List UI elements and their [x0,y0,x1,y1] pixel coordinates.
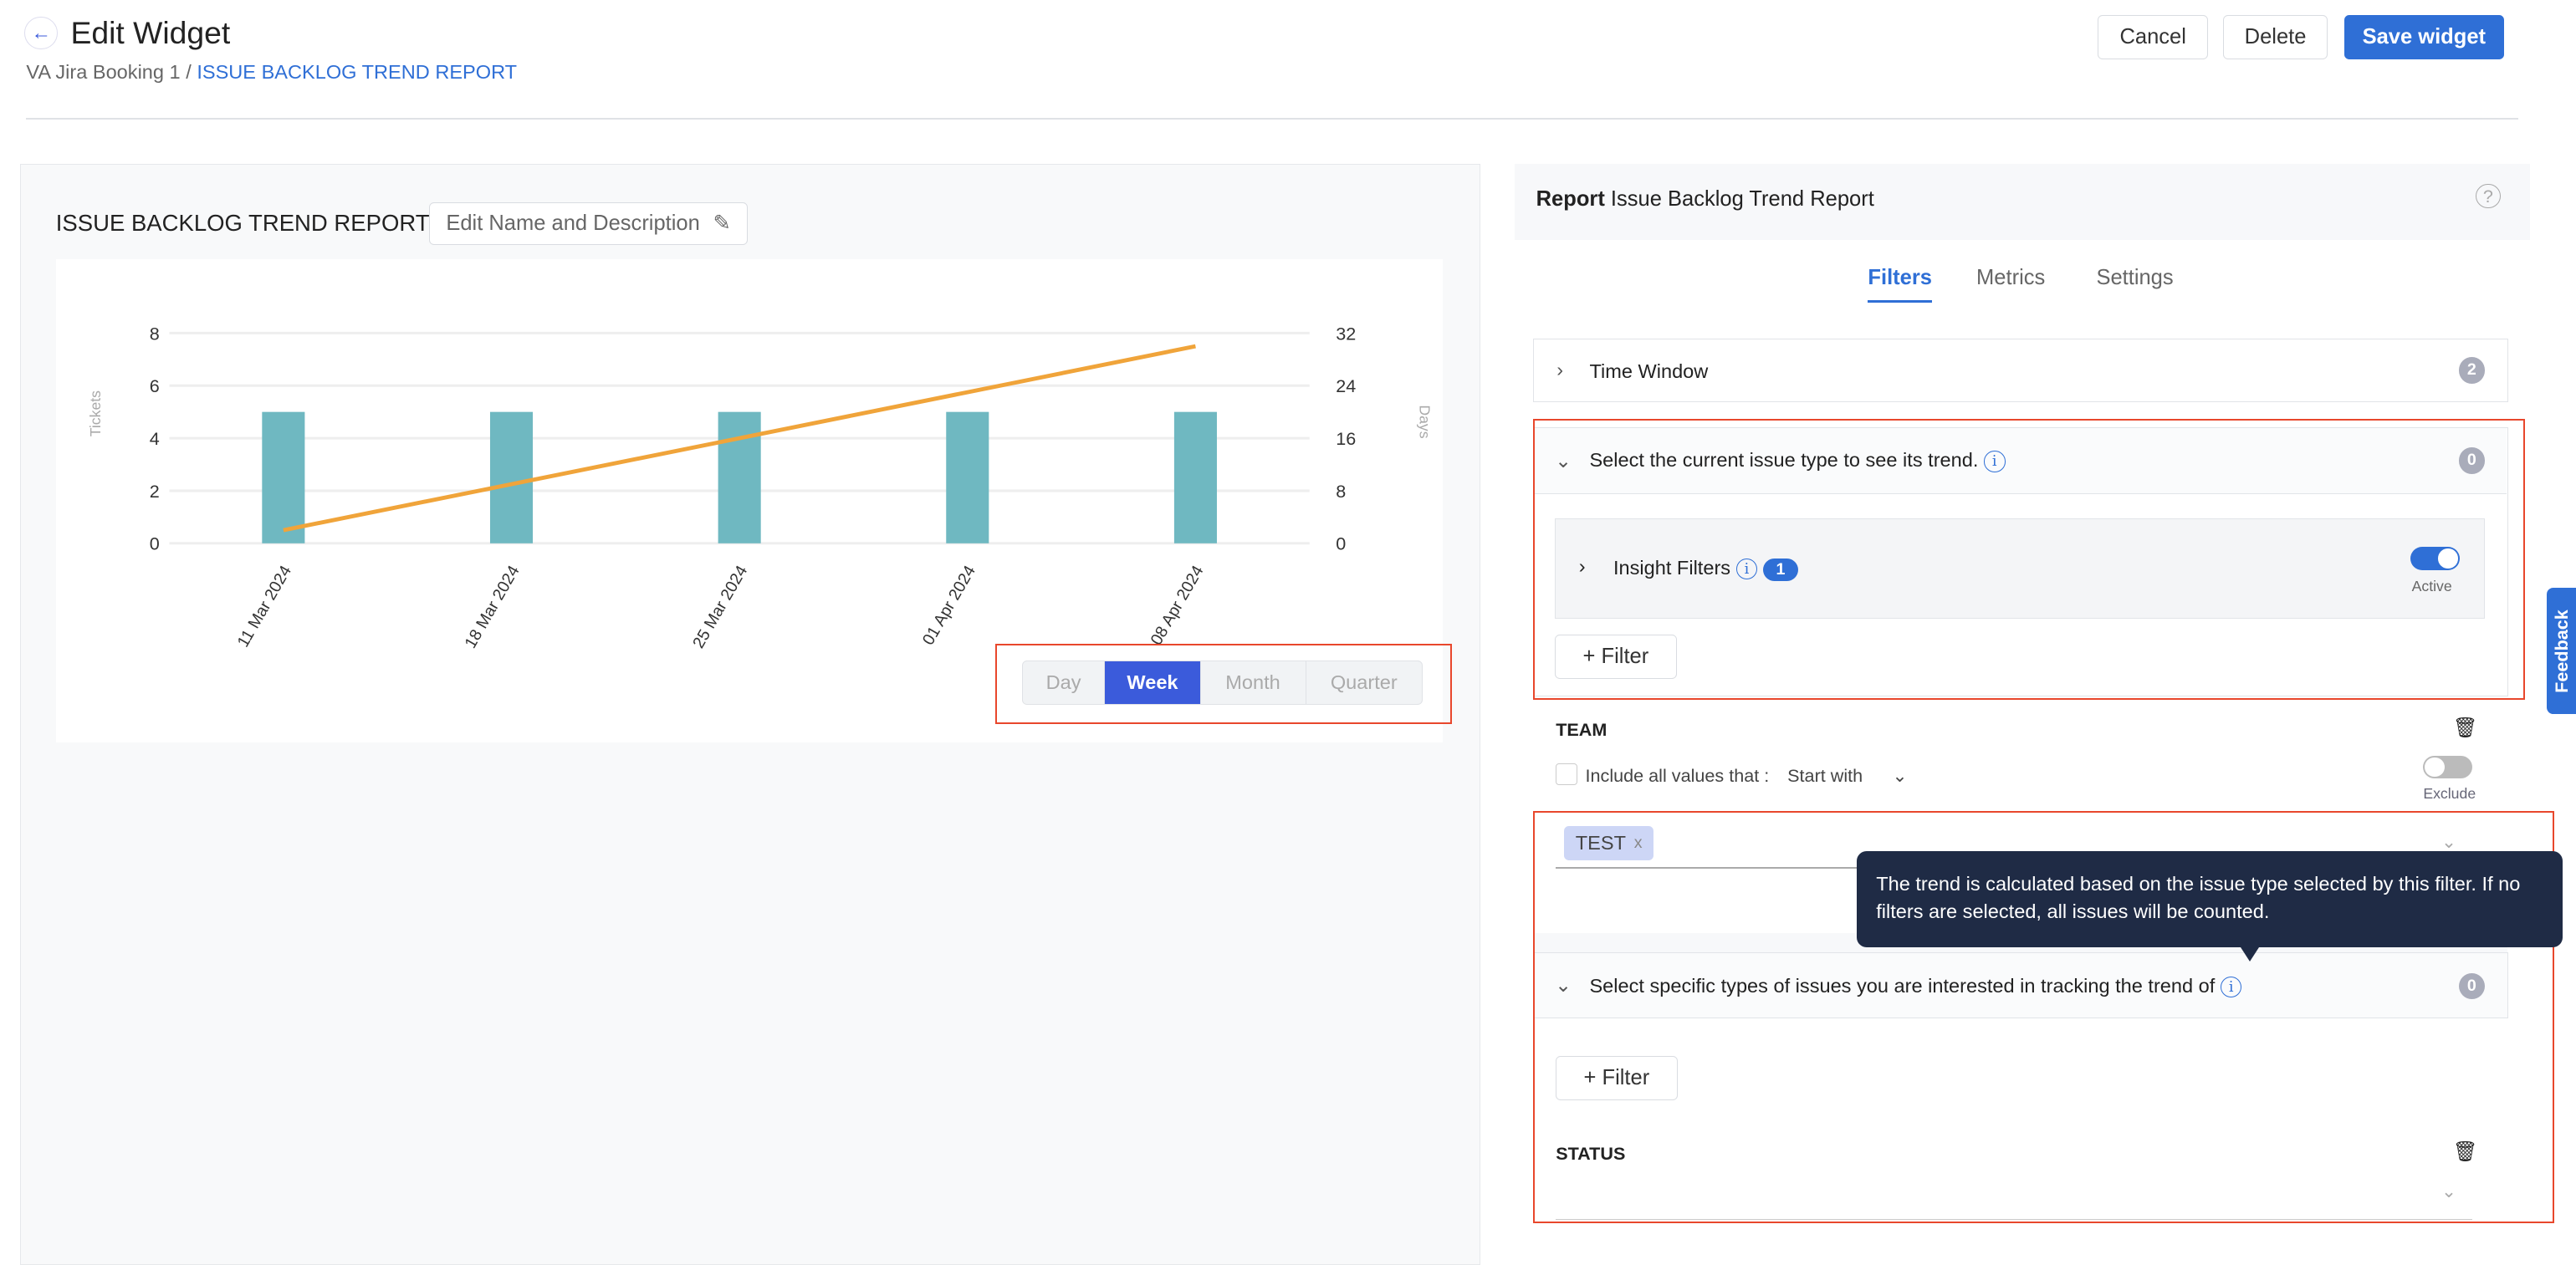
pencil-icon: ✎ [713,212,731,236]
x-tick-label: 25 Mar 2024 [689,563,751,652]
interval-quarter[interactable]: Quarter [1305,661,1423,704]
report-label: Report [1536,186,1605,211]
team-label: TEAM [1556,719,1607,741]
interval-week[interactable]: Week [1104,661,1200,704]
header-divider [26,118,2519,120]
count-badge: 2 [2458,357,2485,384]
exclude-label: Exclude [2423,784,2476,802]
breadcrumb-current[interactable]: ISSUE BACKLOG TREND REPORT [197,60,518,83]
days-line [283,344,1196,533]
time-window-label: Time Window [1589,360,1709,383]
delete-button[interactable]: Delete [2222,14,2328,59]
page-title: Edit Widget [70,14,231,50]
bar[interactable] [262,412,305,544]
info-tooltip: The trend is calculated based on the iss… [1856,850,2563,948]
tabs: Filters Metrics Settings [1840,266,2234,305]
cancel-button[interactable]: Cancel [2098,14,2208,59]
x-tick-label: 01 Apr 2024 [919,563,979,649]
insight-count-badge: 1 [1762,558,1799,581]
chevron-down-icon[interactable]: ⌄ [2441,830,2457,852]
match-select[interactable]: Start with ⌄ [1787,765,1908,787]
insight-filters-box[interactable]: › Insight Filters i 1 Active [1555,518,2485,619]
interval-toggle: Day Week Month Quarter [1021,660,1423,705]
bar[interactable] [718,412,761,544]
report-title: Report Issue Backlog Trend Report [1536,187,1874,212]
specific-issues-section[interactable]: ⌄ Select specific types of issues you ar… [1532,952,2509,1018]
edit-name-button[interactable]: Edit Name and Description ✎ [428,201,748,245]
chevron-right-icon: › [1556,359,1564,381]
report-header [1515,164,2530,240]
y2-axis-label: Days [1416,406,1433,439]
active-label: Active [2411,578,2452,595]
count-badge: 0 [2458,447,2485,474]
trash-icon[interactable]: 🗑 [2452,1140,2478,1163]
y2-tick-label: 0 [1336,533,1346,554]
chevron-down-icon[interactable]: ⌄ [2441,1181,2457,1202]
feedback-tab[interactable]: Feedback [2546,588,2576,715]
breadcrumb: VA Jira Booking 1 / ISSUE BACKLOG TREND … [26,61,517,84]
interval-day[interactable]: Day [1045,671,1081,693]
chevron-right-icon: › [1578,554,1586,577]
bar[interactable] [946,412,989,544]
y2-tick-label: 24 [1336,375,1356,396]
add-filter-button[interactable]: + Filter [1556,1056,1678,1101]
breadcrumb-separator: / [180,60,197,83]
info-icon[interactable]: i [1983,451,2006,472]
issue-type-section: ⌄ Select the current issue type to see i… [1532,426,2509,696]
section-label: Select specific types of issues you are … [1589,975,2242,998]
status-select-underline[interactable] [1556,1218,2473,1221]
active-toggle[interactable] [2410,547,2460,570]
y-tick-label: 6 [150,375,160,396]
y-tick-label: 2 [150,481,160,502]
y-tick-label: 8 [150,324,160,344]
trash-icon[interactable]: 🗑 [2452,717,2478,739]
bar[interactable] [1173,412,1217,544]
interval-month[interactable]: Month [1199,661,1306,704]
y-axis-label: Tickets [87,390,104,436]
chevron-down-icon: ⌄ [1555,450,1572,472]
section-header[interactable] [1533,427,2507,495]
save-widget-button[interactable]: Save widget [2344,14,2504,59]
report-name: Issue Backlog Trend Report [1610,186,1874,211]
tab-filters[interactable]: Filters [1868,266,1932,303]
bar[interactable] [489,412,533,544]
remove-chip-icon[interactable]: x [1633,834,1643,853]
y2-tick-label: 32 [1336,324,1356,344]
tooltip-arrow [2241,947,2260,962]
tab-metrics[interactable]: Metrics [1976,266,2046,290]
section-label: Select the current issue type to see its… [1589,449,2006,472]
include-label: Include all values that : [1585,765,1770,787]
exclude-toggle[interactable] [2423,755,2473,779]
arrow-left-icon: ← [31,21,51,43]
include-checkbox[interactable] [1556,763,1577,785]
y2-tick-label: 8 [1336,481,1346,502]
tab-settings[interactable]: Settings [2096,266,2174,290]
y-tick-label: 4 [150,428,160,449]
count-badge: 0 [2458,972,2485,1000]
add-filter-button[interactable]: + Filter [1555,635,1677,680]
info-icon[interactable]: i [2220,976,2242,998]
back-button[interactable]: ← [24,16,58,49]
info-icon[interactable]: i [1735,558,1758,580]
x-tick-label: 11 Mar 2024 [233,563,294,650]
breadcrumb-parent[interactable]: VA Jira Booking 1 [26,60,181,83]
edit-name-label: Edit Name and Description [446,211,700,235]
help-icon[interactable]: ? [2476,184,2501,209]
x-tick-label: 08 Apr 2024 [1147,563,1207,649]
team-value-chip: TEST x [1564,826,1654,861]
insight-filters-label: Insight Filters i 1 [1613,557,1799,581]
chevron-down-icon: ⌄ [1555,973,1572,996]
chevron-down-icon: ⌄ [1892,765,1908,787]
x-tick-label: 18 Mar 2024 [461,563,523,652]
y2-tick-label: 16 [1336,428,1356,449]
status-label: STATUS [1556,1143,1626,1165]
y-tick-label: 0 [150,533,160,554]
time-window-section[interactable]: › Time Window 2 [1532,338,2509,403]
widget-title: ISSUE BACKLOG TREND REPORT [55,210,430,237]
